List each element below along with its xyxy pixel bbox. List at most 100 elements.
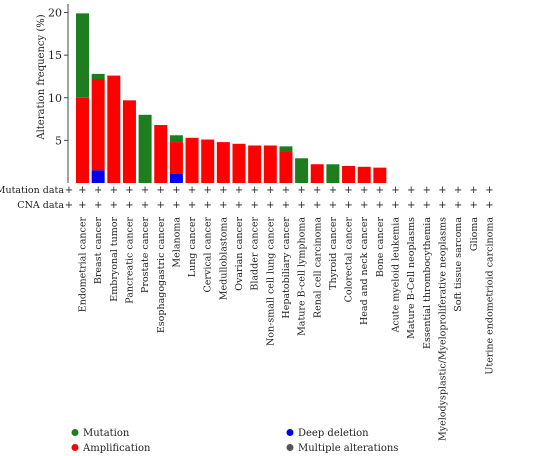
bar-pancreatic-cancer-amplification bbox=[122, 100, 136, 183]
bar-breast-cancer-amplification bbox=[91, 79, 105, 171]
bar-embryonal-tumor-amplification bbox=[107, 75, 121, 183]
row-plus-cna-data-colorectal-cancer: + bbox=[344, 200, 352, 211]
row-plus-mutation-data-thyroid-cancer: + bbox=[329, 185, 337, 196]
row-plus-mutation-data-bone-cancer: + bbox=[376, 185, 384, 196]
row-plus-mutation-data-mature-b-cell-lymphoma: + bbox=[297, 185, 305, 196]
row-plus-cna-data-non-small-cell-lung-cancer: + bbox=[266, 200, 274, 211]
bar-mature-b-cell-lymphoma-mutation bbox=[295, 158, 309, 183]
row-plus-cna-data-medulloblastoma: + bbox=[219, 200, 227, 211]
bar-ovarian-cancer-amplification bbox=[232, 143, 246, 183]
y-tick-label: 15 bbox=[48, 49, 62, 62]
category-label-thyroid-cancer: Thyroid cancer bbox=[328, 217, 339, 290]
row-plus-cna-data-cervical-cancer: + bbox=[204, 200, 212, 211]
row-plus-label: + bbox=[65, 200, 73, 211]
category-label-essential-thrombocythemia: Essential thrombocythemia bbox=[422, 217, 433, 349]
bar-endometrial-cancer-amplification bbox=[76, 97, 89, 183]
row-plus-cna-data-essential-thrombocythemia: + bbox=[423, 200, 431, 211]
category-label-embryonal-tumor: Embryonal tumor bbox=[109, 217, 120, 302]
category-label-head-and-neck-cancer: Head and neck cancer bbox=[359, 217, 370, 325]
axes: 5 10 15 20 bbox=[48, 4, 69, 183]
row-plus-mutation-data-colorectal-cancer: + bbox=[344, 185, 352, 196]
row-plus-mutation-data-glioma: + bbox=[470, 185, 478, 196]
bar-thyroid-cancer-mutation bbox=[326, 164, 340, 183]
bar-head-and-neck-cancer-amplification bbox=[357, 166, 371, 183]
bar-melanoma-amplification bbox=[169, 142, 183, 174]
category-label-prostate-cancer: Prostate cancer bbox=[140, 217, 151, 294]
category-label-esophagogastric-cancer: Esophagogastric cancer bbox=[156, 217, 167, 334]
row-plus-mutation-data-cervical-cancer: + bbox=[204, 185, 212, 196]
bar-non-small-cell-lung-cancer-amplification bbox=[263, 145, 277, 183]
legend-label-deep-deletion: Deep deletion bbox=[298, 428, 369, 439]
data-availability-rows: Mutation data + + + + + + + + + + + + + + + + + + + + + + + + + + +… bbox=[0, 185, 494, 211]
row-plus-mutation-data-melanoma: + bbox=[172, 185, 180, 196]
category-label-bladder-cancer: Bladder cancer bbox=[250, 217, 261, 291]
category-label-renal-cell-carcinoma: Renal cell carcinoma bbox=[312, 217, 323, 318]
category-label-hepatobiliary-cancer: Hepatobiliary cancer bbox=[281, 217, 292, 319]
legend-label-mutation: Mutation bbox=[83, 428, 130, 439]
row-plus-mutation-data-uterine-endometrioid-carcinoma: + bbox=[485, 185, 493, 196]
row-plus-mutation-data-soft-tissue-sarcoma: + bbox=[454, 185, 462, 196]
bar-cervical-cancer-amplification bbox=[201, 139, 215, 183]
row-plus-cna-data-mature-b-cell-neoplasms: + bbox=[407, 200, 415, 211]
bar-colorectal-cancer-amplification bbox=[342, 165, 356, 183]
row-label-mutation-data: Mutation data bbox=[0, 185, 64, 196]
row-plus-mutation-data-renal-cell-carcinoma: + bbox=[313, 185, 321, 196]
bar-endometrial-cancer-mutation bbox=[76, 13, 89, 98]
row-label-cna-data: CNA data bbox=[17, 200, 64, 211]
bar-bladder-cancer-amplification bbox=[248, 145, 262, 183]
legend: Mutation Deep deletion Amplification Multip… bbox=[71, 428, 398, 454]
bar-medulloblastoma-amplification bbox=[216, 142, 230, 183]
row-plus-cna-data-renal-cell-carcinoma: + bbox=[313, 200, 321, 211]
row-plus-cna-data-endometrial-cancer: + bbox=[78, 200, 86, 211]
row-plus-cna-data-embryonal-tumor: + bbox=[110, 200, 118, 211]
row-plus-mutation-data-bladder-cancer: + bbox=[250, 185, 258, 196]
bar-breast-cancer-deep-deletion bbox=[91, 170, 105, 183]
category-label-pancreatic-cancer: Pancreatic cancer bbox=[124, 217, 135, 304]
category-label-lung-cancer: Lung cancer bbox=[187, 217, 198, 278]
category-label-soft-tissue-sarcoma: Soft tissue sarcoma bbox=[453, 217, 464, 312]
row-plus-cna-data-melanoma: + bbox=[172, 200, 180, 211]
row-plus-mutation-data-endometrial-cancer: + bbox=[78, 185, 86, 196]
y-tick-label: 20 bbox=[48, 7, 62, 20]
row-plus-cna-data-prostate-cancer: + bbox=[141, 200, 149, 211]
legend-label-amplification: Amplification bbox=[82, 443, 151, 454]
bar-melanoma-deep-deletion bbox=[169, 173, 183, 183]
bar-bone-cancer-amplification bbox=[373, 167, 387, 183]
row-plus-mutation-data-acute-myeloid-leukemia: + bbox=[391, 185, 399, 196]
bar-prostate-cancer-mutation bbox=[138, 114, 152, 183]
category-label-glioma: Glioma bbox=[469, 217, 480, 251]
y-tick-label: 5 bbox=[55, 134, 62, 147]
row-plus-cna-data-head-and-neck-cancer: + bbox=[360, 200, 368, 211]
bar-lung-cancer-amplification bbox=[185, 137, 199, 183]
category-label-cervical-cancer: Cervical cancer bbox=[203, 217, 214, 293]
row-plus-cna-data-bladder-cancer: + bbox=[250, 200, 258, 211]
row-plus-cna-data-pancreatic-cancer: + bbox=[125, 200, 133, 211]
row-plus-cna-data-hepatobiliary-cancer: + bbox=[282, 200, 290, 211]
row-plus-mutation-data-essential-thrombocythemia: + bbox=[423, 185, 431, 196]
y-axis-title: Alteration frequency (%) bbox=[36, 14, 47, 140]
category-label-uterine-endometrioid-carcinoma: Uterine endometrioid carcinoma bbox=[484, 217, 495, 375]
row-plus-cna-data-uterine-endometrioid-carcinoma: + bbox=[485, 200, 493, 211]
legend-marker-multiple-alterations bbox=[286, 444, 294, 451]
row-plus-cna-data-thyroid-cancer: + bbox=[329, 200, 337, 211]
category-label-acute-myeloid-leukemia: Acute myeloid leukemia bbox=[391, 217, 402, 334]
row-plus-mutation-data-prostate-cancer: + bbox=[141, 185, 149, 196]
legend-marker-mutation bbox=[71, 429, 79, 436]
row-plus-mutation-data-lung-cancer: + bbox=[188, 185, 196, 196]
category-label-colorectal-cancer: Colorectal cancer bbox=[344, 217, 355, 303]
row-plus-mutation-data-breast-cancer: + bbox=[94, 185, 102, 196]
row-plus-cna-data-bone-cancer: + bbox=[376, 200, 384, 211]
row-plus-cna-data-mature-b-cell-lymphoma: + bbox=[297, 200, 305, 211]
category-label-endometrial-cancer: Endometrial cancer bbox=[78, 217, 89, 313]
bar-melanoma-mutation bbox=[169, 135, 183, 143]
row-plus-mutation-data-esophagogastric-cancer: + bbox=[157, 185, 165, 196]
row-plus-mutation-data-pancreatic-cancer: + bbox=[125, 185, 133, 196]
category-label-medulloblastoma: Medulloblastoma bbox=[218, 217, 229, 301]
row-plus-label: + bbox=[65, 185, 73, 196]
row-plus-mutation-data-mature-b-cell-neoplasms: + bbox=[407, 185, 415, 196]
row-plus-mutation-data-embryonal-tumor: + bbox=[110, 185, 118, 196]
category-label-non-small-cell-lung-cancer: Non-small cell lung cancer bbox=[265, 217, 276, 346]
bar-esophagogastric-cancer-amplification bbox=[154, 125, 168, 183]
row-plus-cna-data-esophagogastric-cancer: + bbox=[157, 200, 165, 211]
